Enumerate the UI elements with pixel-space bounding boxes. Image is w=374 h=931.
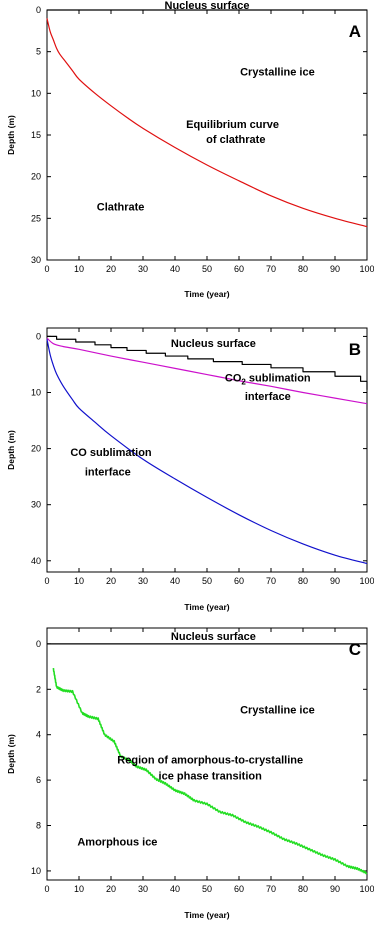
y-tick-label: 20	[31, 444, 41, 454]
x-tick-label: 0	[44, 576, 49, 586]
x-tick-label: 40	[170, 884, 180, 894]
x-tick-label: 60	[234, 264, 244, 274]
annotation-label: Nucleus surface	[165, 0, 250, 12]
y-tick-label: 0	[36, 639, 41, 649]
y-tick-label: 2	[36, 684, 41, 694]
y-tick-label: 15	[31, 130, 41, 140]
y-axis-label: Depth (m)	[6, 734, 16, 774]
y-tick-label: 4	[36, 730, 41, 740]
x-tick-label: 60	[234, 884, 244, 894]
annotation-label: Crystalline ice	[240, 67, 315, 79]
x-tick-label: 30	[138, 884, 148, 894]
y-tick-label: 8	[36, 821, 41, 831]
panel-letter: B	[349, 340, 361, 359]
annotation-label: Nucleus surface	[171, 631, 256, 643]
x-tick-label: 80	[298, 576, 308, 586]
annotation-label: Crystalline ice	[240, 705, 315, 717]
x-tick-label: 20	[106, 576, 116, 586]
x-axis-label: Time (year)	[184, 910, 229, 920]
y-axis-label: Depth (m)	[6, 430, 16, 470]
x-tick-label: 20	[106, 884, 116, 894]
annotation-label: Clathrate	[97, 202, 145, 214]
y-tick-label: 5	[36, 47, 41, 57]
series-line-1	[47, 335, 368, 390]
x-tick-label: 40	[170, 264, 180, 274]
x-tick-label: 70	[266, 884, 276, 894]
y-tick-label: 10	[31, 866, 41, 876]
y-tick-label: 0	[36, 331, 41, 341]
x-axis-label: Time (year)	[184, 602, 229, 612]
series-line-2	[46, 18, 368, 228]
x-tick-label: 80	[298, 884, 308, 894]
x-tick-label: 40	[170, 576, 180, 586]
x-tick-label: 70	[266, 576, 276, 586]
series-line-2	[52, 667, 368, 875]
x-tick-label: 100	[359, 576, 374, 586]
y-tick-label: 30	[31, 255, 41, 265]
y-tick-label: 10	[31, 388, 41, 398]
x-tick-label: 0	[44, 264, 49, 274]
annotation-label: Equilibrium curve	[186, 119, 279, 131]
panel-letter: C	[349, 640, 361, 659]
annotation-label: interface	[85, 467, 131, 479]
x-tick-label: 90	[330, 264, 340, 274]
series-line-2	[46, 337, 368, 405]
x-tick-label: 90	[330, 884, 340, 894]
annotation-label: CO sublimation	[70, 447, 152, 459]
y-tick-label: 30	[31, 500, 41, 510]
panel-letter: A	[349, 22, 361, 41]
y-tick-label: 6	[36, 775, 41, 785]
annotation-label: Amorphous ice	[77, 836, 157, 848]
x-tick-label: 30	[138, 264, 148, 274]
x-tick-label: 10	[74, 576, 84, 586]
x-tick-label: 30	[138, 576, 148, 586]
annotation-label: Nucleus surface	[171, 338, 256, 350]
x-tick-label: 60	[234, 576, 244, 586]
y-axis-label: Depth (m)	[6, 115, 16, 155]
x-axis-label: Time (year)	[184, 289, 229, 299]
annotation-label: of clathrate	[206, 134, 265, 146]
x-tick-label: 10	[74, 884, 84, 894]
annotation-label: Region of amorphous-to-crystalline	[117, 755, 303, 767]
panel-a: 0 10 20 30 40 50 60 70 80 90 100 0 5 10 15 20 25 30 Time (…	[6, 0, 374, 299]
x-tick-label: 90	[330, 576, 340, 586]
annotation-label: CO2 sublimation	[225, 372, 311, 386]
x-tick-label: 70	[266, 264, 276, 274]
series-line-3	[46, 339, 368, 565]
y-tick-label: 0	[36, 5, 41, 15]
x-tick-label: 0	[44, 884, 49, 894]
x-tick-label: 50	[202, 576, 212, 586]
y-tick-label: 10	[31, 88, 41, 98]
x-tick-label: 20	[106, 264, 116, 274]
x-tick-label: 80	[298, 264, 308, 274]
x-tick-label: 100	[359, 264, 374, 274]
x-tick-label: 50	[202, 264, 212, 274]
x-tick-label: 50	[202, 884, 212, 894]
annotation-label: ice phase transition	[159, 771, 263, 783]
x-tick-label: 10	[74, 264, 84, 274]
panel-b: 0 10 20 30 40 50 60 70 80 90 100 0 10 20 30 40 Time (yea…	[6, 327, 374, 612]
y-tick-label: 40	[31, 556, 41, 566]
x-tick-label: 100	[359, 884, 374, 894]
y-tick-label: 25	[31, 213, 41, 223]
y-tick-label: 20	[31, 172, 41, 182]
annotation-label: interface	[245, 391, 291, 403]
